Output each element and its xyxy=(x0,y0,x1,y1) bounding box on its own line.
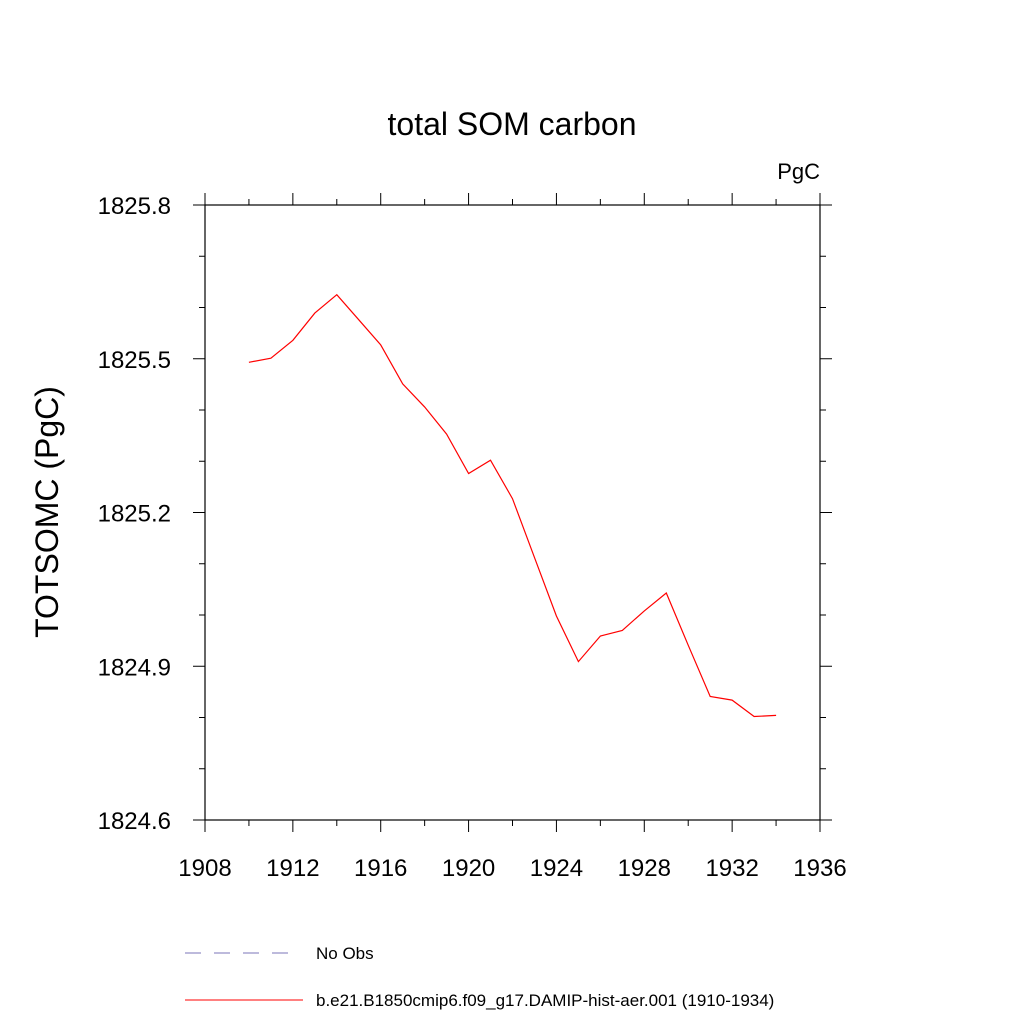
x-tick-label: 1912 xyxy=(266,855,319,882)
axes: 1908 1912 1916 1920 1924 1928 1932 1936 1824.6 18… xyxy=(98,193,847,882)
x-tick-label: 1928 xyxy=(618,855,671,882)
y-tick-label: 1824.6 xyxy=(98,808,171,835)
legend-label-no-obs: No Obs xyxy=(316,944,374,963)
plot-frame xyxy=(204,204,821,821)
x-tick-label: 1924 xyxy=(530,855,583,882)
x-tick-label: 1936 xyxy=(793,855,846,882)
x-tick-label: 1920 xyxy=(442,855,495,882)
y-tick-label: 1825.2 xyxy=(98,501,171,528)
legend-label-model: b.e21.B1850cmip6.f09_g17.DAMIP-hist-aer.… xyxy=(316,991,774,1010)
series-layer xyxy=(248,293,777,718)
series-line-0 xyxy=(248,293,777,718)
legend: No Obs b.e21.B1850cmip6.f09_g17.DAMIP-hi… xyxy=(185,944,774,1010)
y-tick-label: 1825.8 xyxy=(98,193,171,220)
x-tick-label: 1932 xyxy=(705,855,758,882)
y-axis-label: TOTSOMC (PgC) xyxy=(29,386,65,638)
x-tick-label: 1908 xyxy=(178,855,231,882)
units-label: PgC xyxy=(777,159,820,184)
x-tick-label: 1916 xyxy=(354,855,407,882)
y-tick-label: 1825.5 xyxy=(98,347,171,374)
y-tick-label: 1824.9 xyxy=(98,654,171,681)
chart-title: total SOM carbon xyxy=(388,106,637,142)
